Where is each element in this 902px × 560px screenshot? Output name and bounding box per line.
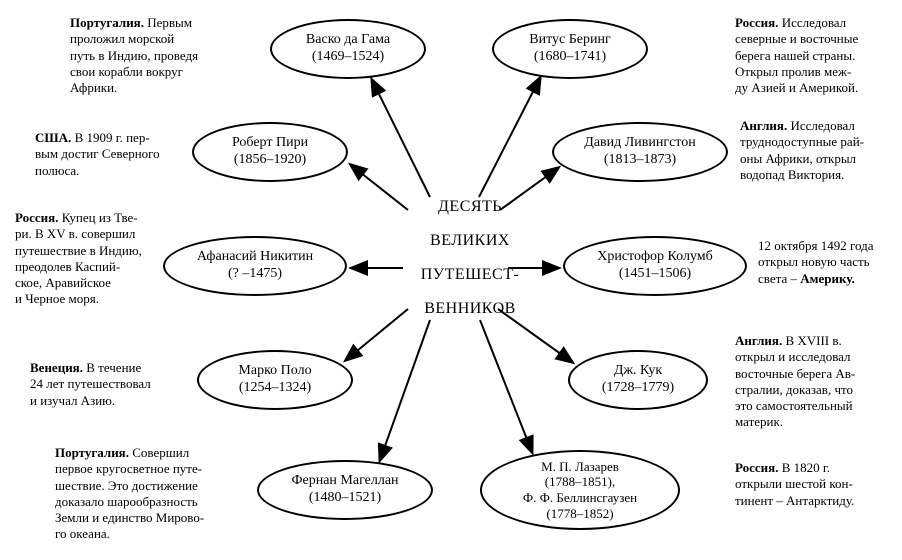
explorer-node-lazarev: М. П. Лазарев (1788–1851), Ф. Ф. Беллинс… [480, 450, 680, 530]
explorer-node-cook: Дж. Кук (1728–1779) [568, 350, 708, 410]
explorer-name: Христофор Колумб [597, 249, 713, 264]
explorer-desc-columbus: 12 октября 1492 года открыл новую часть … [758, 238, 902, 287]
explorer-label: М. П. Лазарев (1788–1851), Ф. Ф. Беллинс… [517, 459, 643, 521]
explorer-years: (1778–1852) [546, 506, 613, 521]
desc-country: Россия. [15, 210, 58, 225]
center-title-line: ПУТЕШЕСТ- [410, 266, 530, 284]
explorer-node-magellan: Фернан Магеллан (1480–1521) [257, 460, 433, 520]
center-title-line: ДЕСЯТЬ [410, 198, 530, 216]
explorer-label: Марко Поло (1254–1324) [232, 363, 317, 397]
explorer-desc-bering: Россия. Исследовал северные и восточные … [735, 15, 895, 96]
explorer-name: Афанасий Никитин [197, 249, 313, 264]
explorer-name: Витус Беринг [529, 32, 610, 47]
explorer-desc-peary: США. В 1909 г. пер- вым достиг Северного… [35, 130, 185, 179]
explorer-desc-livingstone: Англия. Исследовал труднодоступные рай- … [740, 118, 900, 183]
center-title-line: ВЕННИКОВ [410, 300, 530, 318]
explorer-label: Фернан Магеллан (1480–1521) [285, 473, 404, 507]
explorer-node-bering: Витус Беринг (1680–1741) [492, 19, 648, 79]
explorer-years: (1680–1741) [534, 49, 606, 64]
desc-country: США. [35, 130, 71, 145]
desc-country: Англия. [735, 333, 782, 348]
desc-country: Португалия. [70, 15, 144, 30]
explorer-label: Дж. Кук (1728–1779) [596, 363, 680, 397]
explorer-label: Витус Беринг (1680–1741) [523, 32, 616, 66]
explorer-node-livingstone: Давид Ливингстон (1813–1873) [552, 122, 728, 182]
desc-country: Англия. [740, 118, 787, 133]
arrow-line [351, 165, 408, 210]
explorer-desc-lazarev: Россия. В 1820 г. открыли шестой кон- ти… [735, 460, 890, 509]
explorer-node-columbus: Христофор Колумб (1451–1506) [563, 236, 747, 296]
explorer-label: Давид Ливингстон (1813–1873) [578, 135, 701, 169]
diagram-canvas: ДЕСЯТЬ ВЕЛИКИХ ПУТЕШЕСТ- ВЕННИКОВ Васко да … [0, 0, 902, 560]
explorer-desc-vasco: Португалия. Первым проложил морской путь… [70, 15, 220, 96]
explorer-label: Роберт Пири (1856–1920) [226, 135, 314, 169]
explorer-years: (1813–1873) [604, 152, 676, 167]
center-title-line: ВЕЛИКИХ [410, 232, 530, 250]
explorer-name: Васко да Гама [306, 32, 390, 47]
explorer-desc-polo: Венеция. В течение 24 лет путешествовал … [30, 360, 190, 409]
explorer-years: (1480–1521) [309, 490, 381, 505]
explorer-years: (1728–1779) [602, 380, 674, 395]
explorer-years: (? –1475) [228, 266, 282, 281]
arrow-line [479, 78, 540, 197]
explorer-label: Христофор Колумб (1451–1506) [591, 249, 719, 283]
desc-highlight: Америку. [800, 271, 855, 286]
explorer-desc-cook: Англия. В XVIII в. открыл и исследовал в… [735, 333, 900, 431]
arrow-line [372, 80, 430, 197]
desc-country: Португалия. [55, 445, 129, 460]
explorer-node-peary: Роберт Пири (1856–1920) [192, 122, 348, 182]
explorer-node-vasco: Васко да Гама (1469–1524) [270, 19, 426, 79]
explorer-name: Дж. Кук [614, 363, 662, 378]
explorer-name: Марко Поло [238, 363, 311, 378]
arrow-line [346, 309, 408, 360]
arrow-line [380, 320, 430, 460]
explorer-node-nikitin: Афанасий Никитин (? –1475) [163, 236, 347, 296]
desc-country: Россия. [735, 460, 778, 475]
explorer-years: (1254–1324) [239, 380, 311, 395]
explorer-years: (1469–1524) [312, 49, 384, 64]
explorer-name: Фернан Магеллан [291, 473, 398, 488]
explorer-desc-nikitin: Россия. Купец из Тве- ри. В XV в. соверш… [15, 210, 165, 308]
desc-country: Венеция. [30, 360, 83, 375]
explorer-name: М. П. Лазарев (1788–1851), Ф. Ф. Беллинс… [523, 459, 637, 505]
arrow-line [480, 320, 532, 452]
explorer-years: (1451–1506) [619, 266, 691, 281]
explorer-node-polo: Марко Поло (1254–1324) [197, 350, 353, 410]
desc-country: Россия. [735, 15, 778, 30]
explorer-name: Давид Ливингстон [584, 135, 695, 150]
explorer-label: Васко да Гама (1469–1524) [300, 32, 396, 66]
explorer-desc-magellan: Португалия. Совершил первое кругосветное… [55, 445, 245, 543]
explorer-name: Роберт Пири [232, 135, 308, 150]
explorer-years: (1856–1920) [234, 152, 306, 167]
explorer-label: Афанасий Никитин (? –1475) [191, 249, 319, 283]
